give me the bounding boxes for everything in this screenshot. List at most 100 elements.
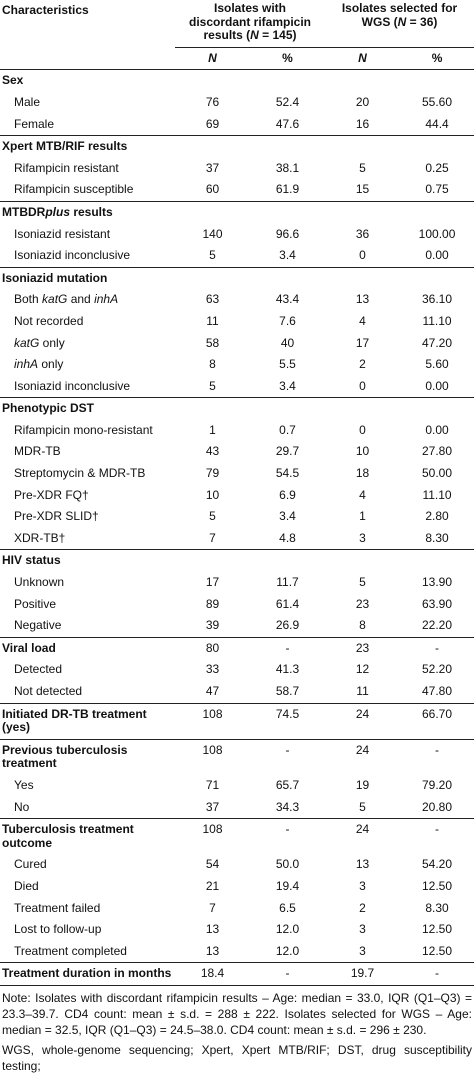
value-cell: 24 [325, 818, 401, 855]
value-cell: 108 [175, 818, 250, 855]
value-cell: 13 [175, 919, 250, 941]
text-segment: Rifampicin susceptible [14, 182, 134, 197]
text-segment: - [285, 822, 290, 837]
text-segment: 44.4 [425, 116, 449, 131]
value-cell: 24 [325, 738, 401, 775]
column-header: % [400, 47, 474, 71]
value-cell: - [250, 738, 326, 775]
text-segment: 71 [205, 777, 220, 792]
text-segment: Isoniazid resistant [14, 226, 111, 241]
data-row: XDR-TB† 7 4.8 3 8.30 [0, 528, 474, 550]
section-row: Isoniazid mutation [0, 266, 474, 290]
label-cell: Negative [0, 615, 175, 637]
value-cell: 17 [175, 572, 250, 594]
text-segment: 7 [209, 900, 216, 915]
data-row: Streptomycin & MDR-TB 79 54.5 18 50.00 [0, 463, 474, 485]
label-cell: Initiated DR-TB treatment (yes) [0, 702, 175, 740]
value-cell: 0 [325, 245, 400, 267]
text-segment: 108 [202, 742, 223, 757]
label-cell: HIV status [0, 549, 175, 573]
text-segment: Isoniazid inconclusive [14, 248, 131, 263]
text-segment: 41.3 [275, 662, 300, 677]
value-cell: 39 [175, 615, 250, 637]
text-segment: 2 [359, 900, 366, 915]
value-cell: 61.9 [250, 179, 325, 201]
value-cell: 12.50 [400, 876, 474, 898]
text-segment: 36.10 [422, 292, 453, 307]
value-cell: 47 [175, 681, 250, 703]
text-segment: 96.6 [275, 226, 300, 241]
value-cell: 79 [175, 463, 250, 485]
data-row: Lost to follow-up 13 12.0 3 12.50 [0, 919, 474, 941]
value-cell: 6.5 [250, 898, 325, 920]
text-segment: katG [42, 292, 68, 307]
value-cell [175, 266, 250, 290]
text-segment: 37 [205, 160, 220, 175]
label-cell: Previous tuberculosis treatment [0, 738, 175, 775]
text-segment: 13 [205, 922, 220, 937]
text-segment: Treatment completed [14, 943, 127, 958]
text-segment: 5 [209, 378, 216, 393]
text-segment: 55.60 [422, 94, 453, 109]
label-cell: Tuberculosis treatment outcome [0, 818, 175, 855]
value-cell: 3 [325, 876, 400, 898]
value-cell: - [400, 962, 474, 986]
value-cell [400, 135, 474, 158]
text-segment: 0 [359, 378, 366, 393]
value-cell: 19.7 [325, 962, 401, 986]
text-segment: 8 [359, 618, 366, 633]
column-header: N [175, 47, 250, 71]
value-cell: 0.25 [400, 158, 474, 180]
text-segment: only [38, 357, 64, 372]
value-cell: 108 [175, 738, 250, 775]
value-cell [175, 69, 250, 92]
value-cell: 80 [175, 636, 250, 660]
text-segment: 8.30 [425, 530, 449, 545]
text-segment: inhA [14, 357, 39, 372]
text-segment: 54.5 [275, 466, 300, 481]
text-segment: 69 [205, 116, 220, 131]
text-segment: 79.20 [422, 777, 453, 792]
text-segment: 18 [355, 466, 370, 481]
text-segment: 0.75 [425, 182, 449, 197]
value-cell: 13.90 [400, 572, 474, 594]
text-segment: 52.4 [275, 94, 300, 109]
value-cell: 54 [175, 854, 250, 876]
value-cell [175, 200, 250, 224]
text-segment: 47.80 [422, 684, 453, 698]
text-segment: 3 [359, 943, 366, 958]
text-segment: 8.30 [425, 900, 449, 915]
text-segment: 27.80 [422, 444, 453, 459]
value-cell: 3.4 [250, 506, 325, 528]
text-segment: Previous tuberculosis treatment [2, 742, 128, 771]
value-cell: 1 [175, 420, 250, 442]
value-cell: 89 [175, 594, 250, 616]
text-segment: 63 [205, 292, 220, 307]
value-cell: 0 [325, 376, 400, 398]
label-cell: inhA only [0, 354, 175, 376]
text-segment: Isoniazid mutation [2, 270, 108, 285]
value-cell [175, 397, 250, 420]
value-cell [325, 135, 401, 158]
value-cell: 5 [175, 506, 250, 528]
value-cell: 65.7 [250, 775, 325, 797]
text-segment: 12.0 [275, 922, 300, 937]
text-segment: Tuberculosis treatment outcome [2, 822, 134, 850]
text-segment: 6.9 [279, 487, 296, 502]
value-cell: 2 [325, 354, 400, 376]
text-segment: 5.60 [425, 357, 449, 372]
text-segment: 18.4 [200, 966, 225, 981]
value-cell [250, 69, 326, 92]
value-cell: 11 [325, 681, 400, 703]
group-header: Isolates selected for WGS (N = 36) [325, 0, 474, 48]
value-cell: 52.4 [250, 92, 325, 114]
column-header: N [325, 47, 401, 71]
text-segment: 13.90 [422, 575, 453, 590]
text-segment: N [250, 28, 259, 43]
text-segment: results [70, 204, 113, 219]
text-segment: 20 [355, 94, 370, 109]
value-cell: 58.7 [250, 681, 325, 703]
text-segment: 6.5 [279, 900, 296, 915]
text-segment: Male [14, 94, 41, 109]
